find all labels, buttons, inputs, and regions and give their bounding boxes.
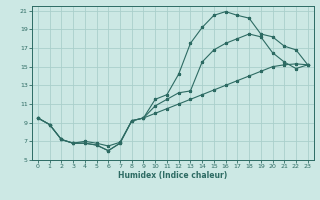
X-axis label: Humidex (Indice chaleur): Humidex (Indice chaleur)	[118, 171, 228, 180]
